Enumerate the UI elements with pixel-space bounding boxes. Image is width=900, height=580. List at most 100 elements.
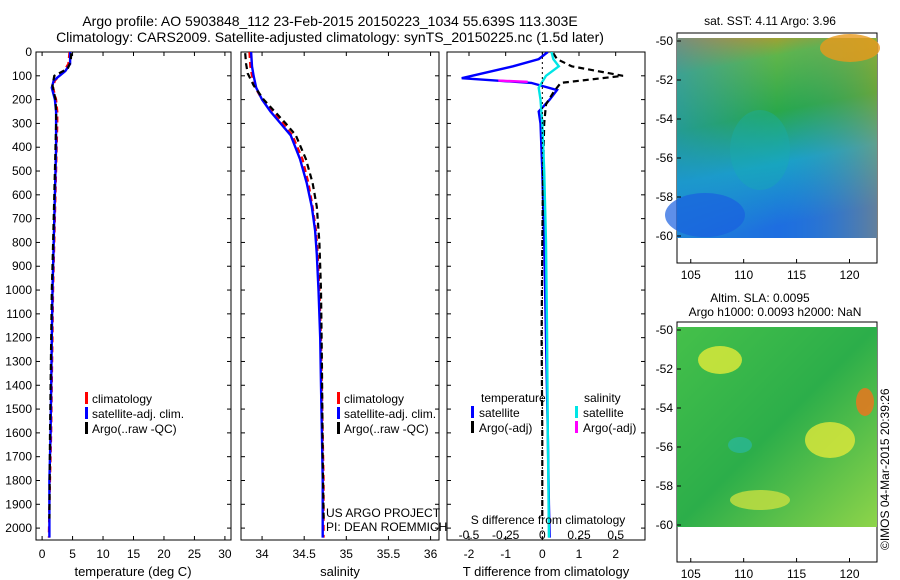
temperature-x-axis: 0 5 10 15 20 25 30 (39, 52, 232, 561)
depth-axis: 0 100 200 300 400 500 600 700 800 900 1000 1100 1200… (5, 45, 231, 535)
x-tick-label: 35 (340, 547, 354, 561)
s-difference-x-axis: -0.5 -0.25 0 0.25 0.5 (459, 528, 625, 542)
sst-lon-axis: 105 110 115 120 (681, 259, 860, 282)
depth-tick-label: 0 (25, 45, 32, 59)
legend-header-temperature: temperature (481, 391, 546, 405)
difference-legend: temperature salinity satellite Argo(-adj… (471, 391, 636, 435)
legend-label-satellite: satellite-adj. clim. (344, 407, 436, 421)
depth-tick-label: 1800 (5, 473, 32, 487)
sst-cool-patch (665, 193, 745, 237)
depth-tick-label: 100 (12, 69, 32, 83)
x-tick-label: 34 (255, 547, 269, 561)
salinity-y-ticks (241, 51, 439, 529)
x-tick-label: 0 (539, 547, 546, 561)
legend-header-salinity: salinity (584, 391, 621, 405)
depth-tick-label: 1300 (5, 354, 32, 368)
legend-swatch-satellite (85, 407, 88, 419)
x-tick-label: 0 (39, 547, 46, 561)
salinity-legend: climatology satellite-adj. clim. Argo(..… (337, 392, 436, 436)
x-tick-label: 10 (96, 547, 110, 561)
sla-lat-axis: -50 -52 -54 -56 -58 -60 (656, 323, 681, 532)
depth-tick-label: 500 (12, 164, 32, 178)
x-tick-label: 2 (612, 547, 619, 561)
x-tick-label: 36 (424, 547, 438, 561)
depth-tick-label: 400 (12, 140, 32, 154)
depth-tick-label: 1500 (5, 402, 32, 416)
sla-yellow-patch-1 (698, 346, 742, 374)
x-tick-label: 15 (127, 547, 141, 561)
depth-tick-label: 800 (12, 235, 32, 249)
temperature-x-label: temperature (deg C) (74, 564, 191, 579)
x-tick-label: 20 (157, 547, 171, 561)
x-tick-label: 34.5 (293, 547, 317, 561)
difference-lines (461, 52, 624, 540)
legend-swatch-argo (337, 422, 340, 434)
lat-tick-label: -50 (656, 34, 674, 48)
legend-swatch-sal-satellite (575, 406, 578, 418)
legend-swatch-temp-argo (471, 421, 474, 433)
lat-tick-label: -56 (656, 151, 674, 165)
lat-tick-label: -54 (656, 112, 674, 126)
x-tick-label: 25 (188, 547, 202, 561)
lon-tick-label: 110 (734, 567, 753, 580)
credit-project: US ARGO PROJECT (326, 506, 441, 520)
x-tick-label: 35.5 (377, 547, 401, 561)
s-difference-x-label: S difference from climatology (471, 513, 626, 527)
salinity-x-axis: 34 34.5 35 35.5 36 (255, 52, 438, 561)
sla-yellow-patch-3 (730, 490, 790, 510)
lat-tick-label: -60 (656, 229, 674, 243)
legend-label-temp-argo: Argo(-adj) (479, 421, 532, 435)
salinity-lines (244, 52, 325, 538)
lat-tick-label: -58 (656, 479, 674, 493)
lon-tick-label: 120 (839, 268, 859, 282)
depth-tick-label: 2000 (5, 521, 32, 535)
series-line-argo-raw-qc- (244, 53, 325, 519)
sst-warm-patch (820, 34, 880, 62)
lat-tick-label: -52 (656, 73, 674, 87)
x-tick-top-label: 0.5 (607, 528, 624, 542)
depth-tick-label: 700 (12, 212, 32, 226)
lat-tick-label: -50 (656, 323, 674, 337)
legend-label-sal-satellite: satellite (583, 406, 624, 420)
legend-label-satellite: satellite-adj. clim. (92, 407, 184, 421)
temperature-lines (47, 52, 73, 538)
t-difference-x-label: T difference from climatology (463, 564, 630, 579)
depth-tick-label: 300 (12, 116, 32, 130)
sst-mid-patch (730, 110, 790, 190)
temperature-legend: climatology satellite-adj. clim. Argo(..… (85, 392, 184, 436)
x-tick-label: 1 (576, 547, 583, 561)
sla-yellow-patch-2 (805, 422, 855, 458)
sla-map-panel: Altim. SLA: 0.0095 Argo h1000: 0.0093 h2… (656, 291, 878, 580)
x-tick-label: -2 (464, 547, 475, 561)
lon-tick-label: 115 (787, 268, 806, 282)
sla-cyan-patch (728, 437, 752, 453)
lat-tick-label: -60 (656, 518, 674, 532)
legend-swatch-satellite (337, 407, 340, 419)
lon-tick-label: 120 (839, 567, 859, 580)
legend-swatch-temp-satellite (471, 406, 474, 418)
difference-panel: -2 -1 0 1 2 -0.5 -0.25 0 0.25 0.5 T difference f… (446, 51, 646, 579)
temperature-plot-frame (35, 51, 232, 541)
legend-label-sal-argo: Argo(-adj) (583, 421, 636, 435)
x-tick-top-label: -0.25 (492, 528, 520, 542)
depth-tick-label: 900 (12, 259, 32, 273)
sla-orange-patch (856, 388, 874, 416)
lat-tick-label: -52 (656, 362, 674, 376)
legend-label-temp-satellite: satellite (479, 406, 520, 420)
x-tick-top-label: -0.5 (459, 528, 480, 542)
depth-tick-label: 1200 (5, 331, 32, 345)
depth-tick-label: 1900 (5, 497, 32, 511)
salinity-plot-frame (240, 51, 440, 541)
series-line-temperature-argo-adj- (540, 52, 624, 519)
salinity-panel: 34 34.5 35 35.5 36 salinity climatology sate… (240, 51, 447, 579)
depth-tick-label: 1400 (5, 378, 32, 392)
sla-map-title-1: Altim. SLA: 0.0095 (710, 291, 810, 305)
legend-label-climatology: climatology (92, 392, 152, 406)
sst-lat-axis: -50 -52 -54 -56 -58 -60 (656, 34, 681, 243)
depth-tick-label: 1000 (5, 283, 32, 297)
legend-label-climatology: climatology (344, 392, 404, 406)
sst-map-panel: sat. SST: 4.11 Argo: 3.96 -50-52-54-56-5… (656, 14, 880, 282)
x-tick-label: 30 (218, 547, 232, 561)
legend-swatch-climatology (337, 392, 340, 404)
